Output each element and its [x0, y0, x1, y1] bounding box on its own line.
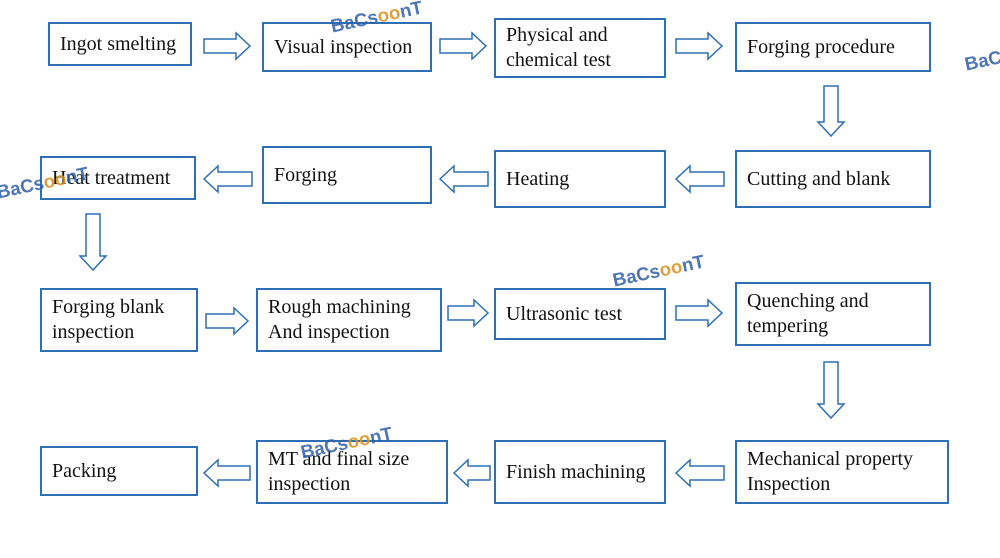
flowchart-arrow	[454, 460, 490, 486]
flowchart-node-n6: Heating	[494, 150, 666, 208]
flowchart-node-label: Ingot smelting	[60, 32, 176, 57]
flowchart-node-label: Visual inspection	[274, 35, 412, 60]
flowchart-node-label: Mechanical property Inspection	[747, 447, 937, 497]
flowchart-arrow	[676, 300, 722, 326]
flowchart-arrow	[440, 33, 486, 59]
flowchart-node-n8: Heat treatment	[40, 156, 196, 200]
flowchart-arrow	[204, 460, 250, 486]
flowchart-arrow	[676, 460, 724, 486]
flowchart-node-label: Heating	[506, 167, 569, 192]
watermark: BaCsoonT	[611, 251, 707, 292]
flowchart-node-n5: Cutting and blank	[735, 150, 931, 208]
flowchart-node-n4: Forging procedure	[735, 22, 931, 72]
flowchart-node-label: Physical and chemical test	[506, 23, 654, 73]
flowchart-node-n3: Physical and chemical test	[494, 18, 666, 78]
flowchart-arrow	[80, 214, 106, 270]
flowchart-node-label: Forging procedure	[747, 35, 895, 60]
flowchart-arrow	[676, 166, 724, 192]
flowchart-node-label: Packing	[52, 459, 116, 484]
flowchart-node-n2: Visual inspection	[262, 22, 432, 72]
watermark: BaCsoonT	[963, 35, 1000, 76]
flowchart-node-n15: MT and final size inspection	[256, 440, 448, 504]
flowchart-node-label: Forging	[274, 163, 337, 188]
flowchart-node-label: Ultrasonic test	[506, 302, 622, 327]
flowchart-node-label: MT and final size inspection	[268, 447, 436, 497]
flowchart-arrow	[440, 166, 488, 192]
flowchart-node-n9: Forging blank inspection	[40, 288, 198, 352]
flowchart-arrow	[818, 362, 844, 418]
flowchart-node-label: Rough machining And inspection	[268, 295, 430, 345]
flowchart-node-n1: Ingot smelting	[48, 22, 192, 66]
flowchart-arrow	[206, 308, 248, 334]
flowchart-node-n11: Ultrasonic test	[494, 288, 666, 340]
flowchart-node-n16: Packing	[40, 446, 198, 496]
flowchart-node-n7: Forging	[262, 146, 432, 204]
flowchart-arrow	[818, 86, 844, 136]
flowchart-node-n13: Mechanical property Inspection	[735, 440, 949, 504]
flowchart-node-label: Quenching and tempering	[747, 289, 919, 339]
flowchart-node-label: Forging blank inspection	[52, 295, 186, 345]
flowchart-node-label: Cutting and blank	[747, 167, 890, 192]
flowchart-node-label: Finish machining	[506, 460, 645, 485]
flowchart-arrow	[676, 33, 722, 59]
flowchart-node-n14: Finish machining	[494, 440, 666, 504]
flowchart-arrow	[204, 33, 250, 59]
flowchart-arrow	[204, 166, 252, 192]
flowchart-node-label: Heat treatment	[52, 166, 170, 191]
flowchart-node-n10: Rough machining And inspection	[256, 288, 442, 352]
flowchart-stage: Ingot smelting Visual inspection Physical …	[0, 0, 1000, 558]
flowchart-node-n12: Quenching and tempering	[735, 282, 931, 346]
flowchart-arrow	[448, 300, 488, 326]
